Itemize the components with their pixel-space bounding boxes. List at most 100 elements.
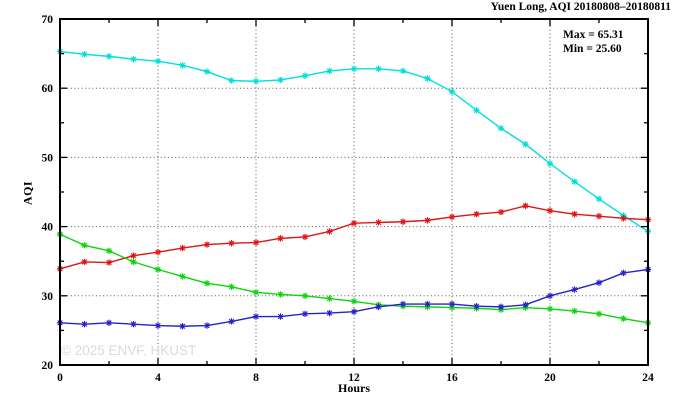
data-point-marker	[179, 273, 186, 280]
data-point-marker	[571, 210, 578, 218]
data-point-marker	[301, 72, 309, 79]
data-point-marker	[350, 298, 358, 305]
y-tick-label: 50	[42, 152, 54, 164]
data-point-marker	[571, 286, 578, 293]
legend: Max = 65.31 Min = 25.60	[563, 28, 624, 56]
data-point-marker	[228, 318, 235, 325]
data-point-marker	[179, 244, 186, 252]
data-point-marker	[228, 240, 235, 247]
data-point-marker	[130, 55, 137, 63]
y-tick-label: 70	[42, 14, 54, 26]
data-point-marker	[350, 219, 358, 227]
data-point-marker	[424, 300, 431, 308]
chart-title: Yuen Long, AQI 20180808–20180811	[490, 1, 671, 13]
data-point-marker	[105, 259, 113, 266]
data-point-marker	[228, 77, 235, 84]
axis-ticks	[59, 18, 649, 366]
data-point-marker	[448, 213, 456, 221]
data-point-marker	[154, 249, 162, 256]
data-point-marker	[546, 160, 554, 167]
data-point-marker	[154, 58, 162, 65]
data-point-marker	[105, 53, 113, 60]
data-point-marker	[301, 310, 309, 317]
data-point-marker	[277, 235, 284, 242]
legend-min-label: Min = 25.60	[563, 43, 622, 55]
data-point-marker	[546, 305, 554, 313]
data-point-marker	[375, 303, 382, 311]
data-point-marker	[571, 178, 578, 185]
data-point-marker	[595, 310, 603, 317]
data-point-marker	[203, 280, 211, 287]
data-point-marker	[350, 308, 358, 315]
data-point-marker	[81, 51, 88, 58]
blue-series-line	[59, 268, 649, 327]
data-point-marker	[301, 292, 309, 299]
data-point-marker	[81, 320, 88, 328]
data-point-marker	[154, 322, 162, 329]
y-tick-label: 20	[42, 360, 54, 372]
data-point-marker	[375, 219, 382, 226]
data-point-marker	[252, 78, 260, 85]
data-point-marker	[399, 67, 407, 75]
data-point-marker	[277, 76, 284, 84]
red-series	[56, 202, 652, 273]
data-point-marker	[277, 313, 284, 320]
legend-max-label: Max = 65.31	[563, 29, 624, 41]
data-point-marker	[424, 75, 431, 82]
data-point-marker	[252, 239, 260, 246]
data-point-marker	[105, 247, 113, 255]
data-point-marker	[595, 213, 603, 220]
data-point-marker	[81, 242, 88, 249]
data-point-marker	[497, 303, 505, 311]
data-point-marker	[326, 309, 333, 317]
x-tick-label: 16	[446, 372, 458, 384]
data-point-marker	[179, 323, 186, 330]
data-point-marker	[595, 279, 603, 286]
data-point-marker	[326, 67, 333, 75]
data-point-marker	[203, 322, 211, 329]
data-point-marker	[252, 289, 260, 296]
data-point-marker	[424, 217, 431, 224]
data-point-marker	[179, 62, 186, 69]
data-point-marker	[571, 307, 578, 315]
tick-labels: 20 30 40 50 60 70 0 4 8 12 16 20 24	[42, 14, 655, 384]
y-axis-title: AQI	[20, 180, 35, 206]
blue-series	[56, 266, 652, 330]
data-point-marker	[620, 315, 627, 322]
x-tick-label: 0	[57, 372, 63, 384]
data-point-marker	[81, 258, 88, 266]
data-point-marker	[522, 301, 529, 308]
data-point-marker	[399, 218, 407, 225]
data-point-marker	[546, 207, 554, 214]
data-point-marker	[546, 292, 554, 299]
red-series-line	[59, 205, 649, 270]
y-tick-label: 30	[42, 291, 54, 303]
y-tick-label: 40	[42, 222, 54, 234]
y-tick-label: 60	[42, 83, 54, 95]
data-point-marker	[473, 302, 480, 310]
data-point-marker	[350, 65, 358, 73]
data-point-marker	[448, 300, 456, 308]
x-axis-title: Hours	[337, 381, 371, 395]
data-point-marker	[620, 269, 627, 277]
data-point-marker	[130, 320, 137, 328]
data-point-marker	[448, 304, 456, 311]
data-point-marker	[620, 215, 627, 222]
data-point-marker	[595, 195, 603, 203]
x-tick-label: 24	[642, 372, 654, 384]
x-tick-label: 8	[253, 372, 259, 384]
cyan-series	[56, 48, 652, 235]
data-point-marker	[326, 228, 333, 235]
data-point-marker	[497, 125, 505, 132]
data-point-marker	[203, 68, 211, 75]
watermark: © 2025 ENVF, HKUST	[61, 343, 197, 358]
data-point-marker	[326, 295, 333, 302]
data-point-marker	[448, 88, 456, 95]
data-point-marker	[154, 266, 162, 273]
x-tick-label: 4	[155, 372, 161, 384]
data-point-marker	[228, 283, 235, 291]
data-point-marker	[522, 202, 529, 210]
data-point-marker	[301, 233, 309, 241]
